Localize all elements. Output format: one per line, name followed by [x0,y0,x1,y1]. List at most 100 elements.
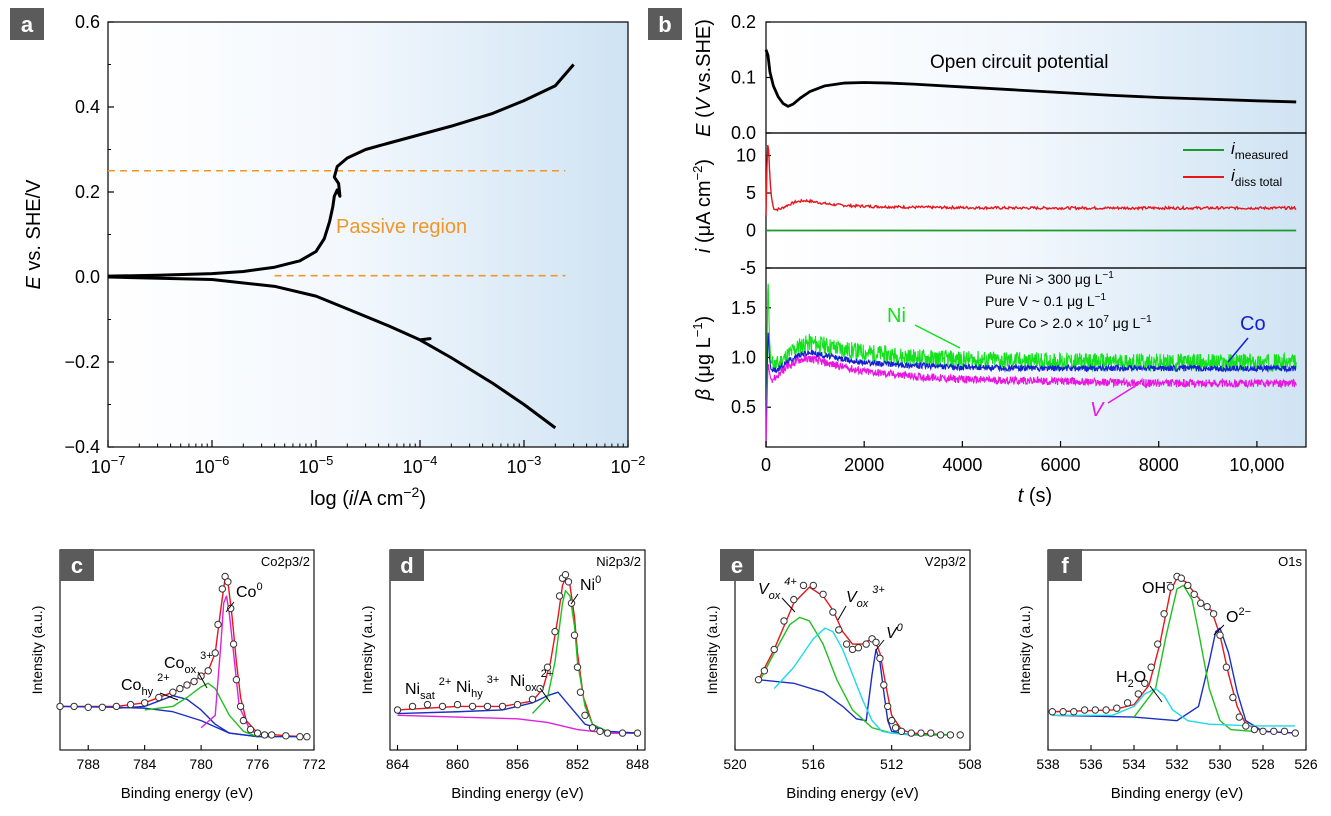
xps-data-point [253,729,262,737]
panel-badge-c [60,549,94,581]
xps-x-axis-label: Binding energy (eV) [1111,785,1244,802]
xtick-label: 8000 [1139,455,1179,475]
xtick-label: 526 [1294,756,1318,772]
xps-data-point [1070,708,1078,716]
beta-Ni-line [765,283,1297,448]
xps-data-point [183,681,191,689]
x-axis-label: log (i/A cm−2) [310,484,426,510]
xtick-label: 530 [1208,756,1232,772]
peak-label-f-2: H2O [1116,669,1146,690]
xps-data-point [1147,663,1155,671]
xtick-label: 860 [446,756,470,772]
xps-data-point [438,702,447,711]
xps-data-point [260,731,269,739]
xtick-label: 516 [802,756,826,772]
xtick-label: 10−5 [299,453,334,477]
plot-area-b_mid [766,133,1306,268]
xtick-label: 512 [880,756,904,772]
ytick-label: 1.0 [731,348,756,368]
xps-data-point [1113,704,1121,712]
xps-data-point [1222,663,1231,671]
xps-data-point [780,617,788,625]
xps-data-point [229,640,238,648]
xps-c-hy-curve [116,695,258,738]
xps-data-point [126,700,135,709]
purity-note-0: Pure Ni > 300 μg L−1 [985,270,1114,287]
xps-data-point [1242,722,1250,730]
series-arrow-Co [1227,337,1249,363]
xps-data-point [1184,581,1192,590]
xtick-label: 864 [386,756,410,772]
xtick-label: 538 [1036,756,1060,772]
panel-letter-c: c [71,553,83,578]
xps-e-envelope-curve [757,586,951,736]
peak-label-c-1: Coox3+ [164,650,213,676]
xps-x-axis-label: Binding energy (eV) [786,785,919,802]
series-label-Co: Co [1240,313,1266,335]
xps-data-point [282,732,290,740]
xps-data-point [946,731,955,739]
xps-data-point [232,676,241,684]
xtick-label: 528 [1251,756,1275,772]
xps-f-h2o-curve [1052,687,1296,727]
xps-e-background-curve [758,648,951,736]
axes-frame-c [59,549,315,751]
peak-arrow [570,593,579,605]
ytick-label: 10 [736,146,756,166]
peak-arrow [225,601,235,613]
peak-arrow [159,692,179,701]
xps-data-point [936,731,945,739]
xps-data-point [214,620,222,629]
xps-data-point [543,663,552,671]
xps-data-point [176,684,184,693]
xtick-label: 776 [246,756,270,772]
xtick-label: 784 [133,756,157,772]
peak-label-d-3: Ni0 [580,574,601,594]
xtick-label: 520 [723,756,747,772]
xps-data-point [754,676,763,684]
peak-arrow [197,671,208,689]
y-axis-label: E vs. SHE/V [23,179,45,290]
ytick-label: 0.5 [731,397,756,417]
xps-data-point [917,729,925,737]
panel-letter-d: d [400,553,413,578]
xps-data-point [819,590,827,598]
xps-data-point [551,627,559,636]
xps-title-c: Co2p3/2 [261,554,310,569]
xps-data-point [1291,729,1300,737]
xps-data-point [1134,690,1143,698]
xps-data-point [842,640,851,648]
xtick-label: 534 [1122,756,1146,772]
xps-data-point [799,581,808,590]
xtick-label: 772 [302,756,326,772]
peak-arrow [837,605,847,621]
peak-label-f-0: OH− [1142,577,1172,597]
xps-data-point [268,731,276,739]
xps-data-point [239,716,248,725]
xps-data-point [169,688,177,696]
xps-data-point [573,663,582,671]
xps-data-point [296,733,304,741]
xps-data-point [561,571,570,579]
xps-data-point [596,727,604,735]
xps-d-ox-curve [397,691,638,734]
xps-data-point [633,729,642,737]
xps-data-point [211,649,219,657]
xps-data-point [576,688,585,696]
xps-data-point [862,640,870,648]
xps-data-point [1177,574,1186,582]
xps-title-d: Ni2p3/2 [596,554,641,569]
peak-label-e-0: Vox4+ [758,576,797,602]
x-axis-label-time: t (s) [1018,485,1052,507]
xps-y-axis-label: Intensity (a.u.) [1017,606,1033,695]
xtick-label: 10−3 [507,453,542,477]
xtick-label: 508 [958,756,982,772]
xps-data-point [1250,725,1259,734]
xps-d-metal-curve [531,590,608,732]
xps-data-point [1091,706,1100,714]
xtick-label: 536 [1079,756,1103,772]
xps-data-point [1229,693,1237,702]
xps-title-e: V2p3/2 [925,554,966,569]
ytick-label: 1.5 [731,298,756,318]
